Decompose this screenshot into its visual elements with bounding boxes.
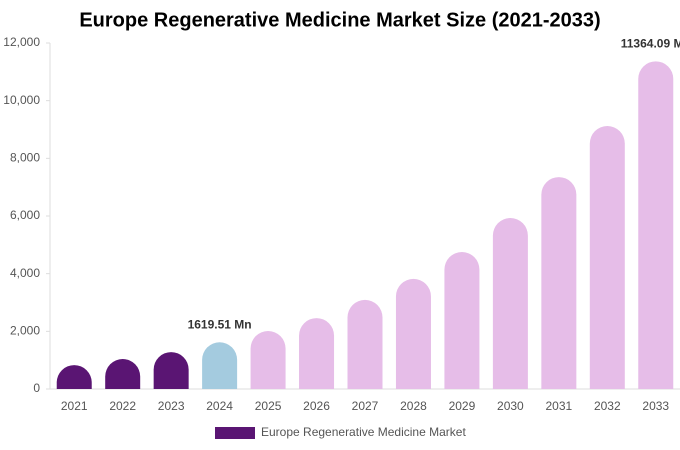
y-tick-label: 8,000 [10,151,40,165]
x-tick-label: 2023 [158,399,185,413]
x-tick-label: 2033 [642,399,669,413]
y-tick-label: 2,000 [10,324,40,338]
y-tick-label: 4,000 [10,266,40,280]
x-tick-label: 2022 [109,399,136,413]
x-tick-label: 2029 [449,399,476,413]
bar [347,299,383,389]
legend-label: Europe Regenerative Medicine Market [261,425,466,439]
bar [492,218,528,389]
bar [202,342,238,389]
x-tick-label: 2024 [206,399,233,413]
legend-swatch [215,427,255,439]
x-tick-label: 2025 [255,399,282,413]
bar [153,352,189,389]
bar [395,278,431,389]
bar [56,365,92,389]
y-tick-label: 12,000 [3,35,40,49]
x-tick-label: 2032 [594,399,621,413]
bar [541,177,577,389]
x-tick-label: 2028 [400,399,427,413]
x-tick-label: 2026 [303,399,330,413]
bar [444,252,480,389]
bar [105,359,141,389]
value-label: 1619.51 Mn [188,317,252,331]
x-tick-label: 2021 [61,399,88,413]
bar [638,61,674,389]
bar [299,318,335,389]
x-tick-label: 2030 [497,399,524,413]
chart-title: Europe Regenerative Medicine Market Size… [79,9,600,31]
y-tick-label: 6,000 [10,208,40,222]
bar [250,331,286,389]
value-label: 11364.09 Mn [621,37,680,51]
y-tick-label: 0 [33,381,40,395]
x-tick-label: 2027 [352,399,379,413]
x-tick-label: 2031 [545,399,572,413]
bar [589,126,625,389]
y-tick-label: 10,000 [3,93,40,107]
